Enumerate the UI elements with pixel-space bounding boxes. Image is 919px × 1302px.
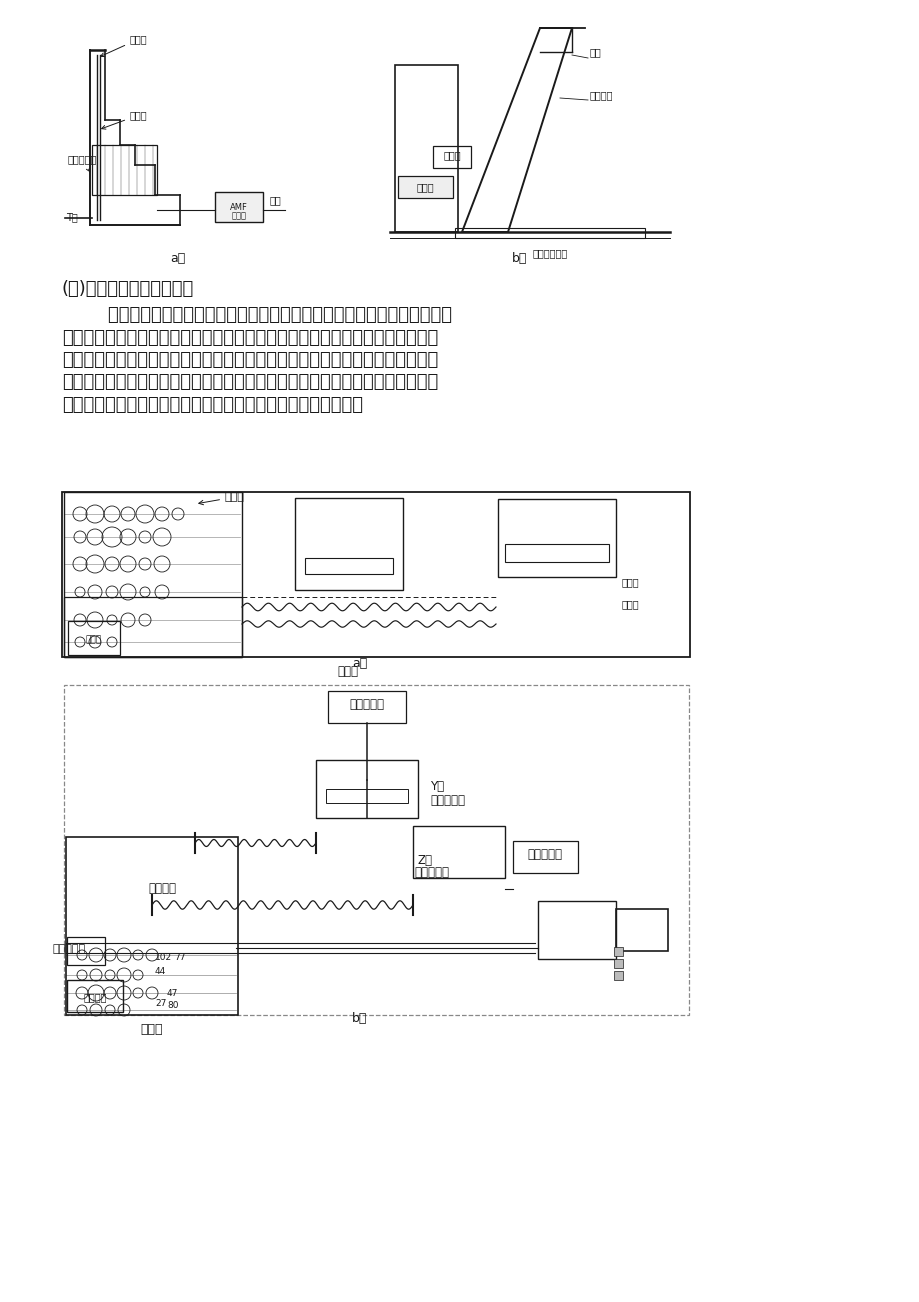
Text: 伺服电动机: 伺服电动机 — [414, 866, 448, 879]
Text: 脉冲发生器: 脉冲发生器 — [53, 944, 86, 954]
Text: 主轴头: 主轴头 — [100, 34, 147, 56]
Text: 滚珠丝杠: 滚珠丝杠 — [148, 881, 176, 894]
Bar — [538, 901, 616, 960]
Bar — [505, 544, 608, 562]
Text: 脉冲编码器: 脉冲编码器 — [349, 698, 384, 711]
Bar — [513, 841, 577, 874]
Text: 数控车床的传动系统图。普通车床和数控车床的传动系统比较图: 数控车床的传动系统图。普通车床和数控车床的传动系统比较图 — [62, 396, 363, 414]
Text: 44: 44 — [154, 967, 166, 976]
Bar — [413, 825, 505, 878]
Text: T轴: T轴 — [66, 212, 78, 223]
Text: 27: 27 — [154, 999, 166, 1008]
Text: b）: b） — [352, 1012, 368, 1025]
Text: 数控机床的主轴驱动系统和进给驱动系统，分别采用交、直流主轴电动机: 数控机床的主轴驱动系统和进给驱动系统，分别采用交、直流主轴电动机 — [62, 306, 451, 324]
Text: 激磁元件: 激磁元件 — [589, 90, 613, 100]
Bar — [67, 980, 123, 1012]
Bar — [67, 937, 105, 965]
Text: a）: a） — [170, 253, 186, 266]
Bar — [305, 559, 392, 574]
Bar — [613, 960, 622, 967]
Text: 立柱: 立柱 — [589, 47, 601, 57]
Text: b）: b） — [512, 253, 528, 266]
Bar — [455, 228, 644, 238]
Bar — [433, 146, 471, 168]
Text: 走刀溜: 走刀溜 — [85, 635, 102, 644]
Text: 102: 102 — [154, 953, 172, 962]
Bar — [328, 691, 405, 723]
Text: 77: 77 — [174, 953, 186, 962]
Text: 80: 80 — [167, 1000, 178, 1009]
Text: 脉冲编码器: 脉冲编码器 — [527, 849, 562, 862]
Text: Z轴: Z轴 — [417, 854, 433, 867]
Text: 47: 47 — [167, 988, 178, 997]
Bar — [613, 947, 622, 956]
Bar — [215, 191, 263, 223]
Bar — [62, 492, 689, 658]
Bar — [64, 598, 242, 658]
Text: 为减少甚至不用齿轮，由电动机直接带动主轴或进给滚珠丝杠。是某普通车床和: 为减少甚至不用齿轮，由电动机直接带动主轴或进给滚珠丝杠。是某普通车床和 — [62, 374, 437, 392]
Text: 三电动机: 三电动机 — [83, 992, 107, 1003]
Text: 上频头: 上频头 — [443, 150, 460, 160]
Bar — [66, 837, 238, 1016]
Text: 主轴速: 主轴速 — [199, 492, 244, 505]
Text: (三)传动系统机械结构简化: (三)传动系统机械结构简化 — [62, 280, 194, 298]
Text: 走刀架: 走刀架 — [621, 599, 639, 609]
Text: 和伺服电动机驱动，这两类电动机调速范围大，并可无级调速，因此使主轴箱、: 和伺服电动机驱动，这两类电动机调速范围大，并可无级调速，因此使主轴箱、 — [62, 328, 437, 346]
Text: a）: a） — [352, 658, 368, 671]
Bar — [616, 909, 667, 950]
Text: 进给变速箱及传动系统大为简化，箱体结构简单，齿轮、轴承和轴类零件数量大: 进给变速箱及传动系统大为简化，箱体结构简单，齿轮、轴承和轴类零件数量大 — [62, 352, 437, 368]
Text: 溜动链: 溜动链 — [621, 577, 639, 587]
Bar — [295, 497, 403, 590]
Bar — [68, 621, 119, 655]
Text: 激光器: 激光器 — [415, 182, 434, 191]
Text: Y轴: Y轴 — [429, 780, 444, 793]
Bar — [497, 499, 616, 577]
Bar — [325, 789, 407, 803]
Text: AMF: AMF — [230, 203, 247, 211]
Bar — [398, 176, 452, 198]
Bar — [315, 760, 417, 818]
Text: 补偿: 补偿 — [269, 195, 281, 204]
Text: 测量杆: 测量杆 — [101, 109, 147, 129]
Text: 放大器: 放大器 — [232, 211, 246, 220]
Text: 光位置逻辑器: 光位置逻辑器 — [532, 247, 567, 258]
Bar — [92, 145, 157, 195]
Text: 溜板箱: 溜板箱 — [337, 665, 358, 678]
Text: 主轴箱: 主轴箱 — [141, 1023, 163, 1036]
Bar — [64, 492, 242, 658]
Text: 筒形互感器: 筒形互感器 — [68, 154, 97, 172]
Text: 伺服电动机: 伺服电动机 — [429, 793, 464, 806]
Bar — [613, 971, 622, 980]
Bar — [64, 685, 688, 1016]
